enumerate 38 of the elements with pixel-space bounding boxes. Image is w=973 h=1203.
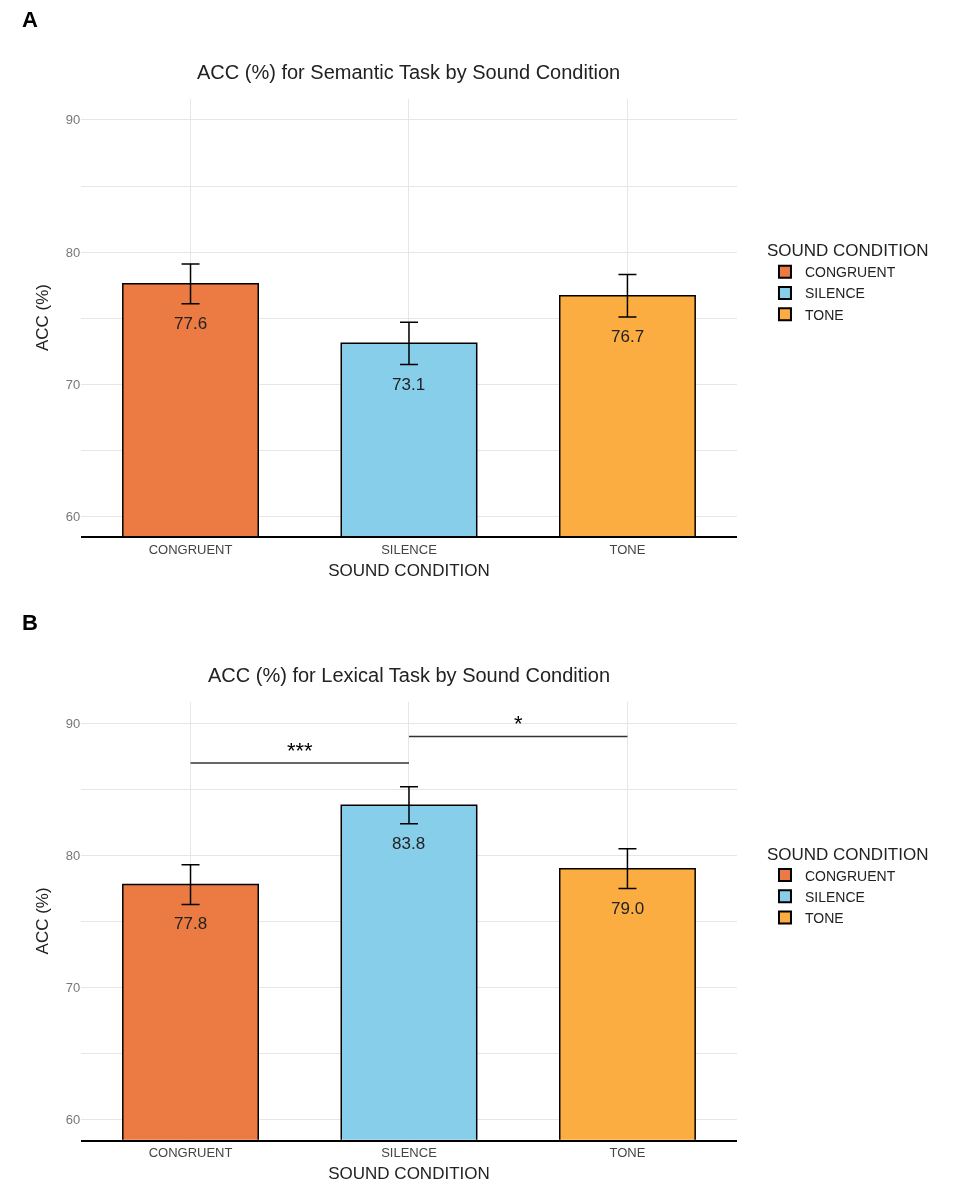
legend-label: TONE [804,909,844,926]
x-tick-label: CONGRUENT [148,1145,233,1161]
y-tick-label: 70 [65,376,81,392]
x-tick-label: SILENCE [381,1145,438,1161]
data-label: 73.1 [392,375,426,394]
y-tick-label: 80 [65,848,81,864]
data-label: 77.8 [174,914,208,933]
legend-title: SOUND CONDITION [766,241,929,261]
legend-label: SILENCE [804,285,865,302]
x-tick-label: SILENCE [381,541,438,557]
x-tick-label: TONE [609,1145,646,1161]
x-tick-label: TONE [609,541,646,557]
y-tick-label: 80 [65,244,81,260]
text: A [22,7,38,32]
data-label: 83.8 [392,834,426,853]
text: B [22,610,38,635]
legend-label: CONGRUENT [804,867,896,884]
data-label: 79.0 [611,899,645,918]
x-tick-label: CONGRUENT [148,541,233,557]
annotation: *** [287,738,314,763]
x-axis-title: SOUND CONDITION [328,1164,490,1184]
y-tick-label: 90 [65,715,81,731]
chart-title: ACC (%) for Semantic Task by Sound Condition [197,61,621,83]
data-label: 76.7 [611,327,645,346]
legend-label: TONE [804,306,844,323]
y-axis-title: ACC (%) [33,284,53,352]
y-axis-title: ACC (%) [33,887,53,955]
data-label: 77.6 [174,314,208,333]
legend-title: SOUND CONDITION [766,844,929,864]
chart-title: ACC (%) for Lexical Task by Sound Condition [208,664,611,686]
y-tick-label: 90 [65,112,81,128]
annotation: * [514,711,523,736]
x-axis-title: SOUND CONDITION [328,560,490,580]
y-tick-label: 60 [65,1112,81,1128]
legend-label: SILENCE [804,888,865,905]
y-tick-label: 70 [65,980,81,996]
y-tick-label: 60 [65,509,81,525]
legend-label: CONGRUENT [804,264,896,281]
